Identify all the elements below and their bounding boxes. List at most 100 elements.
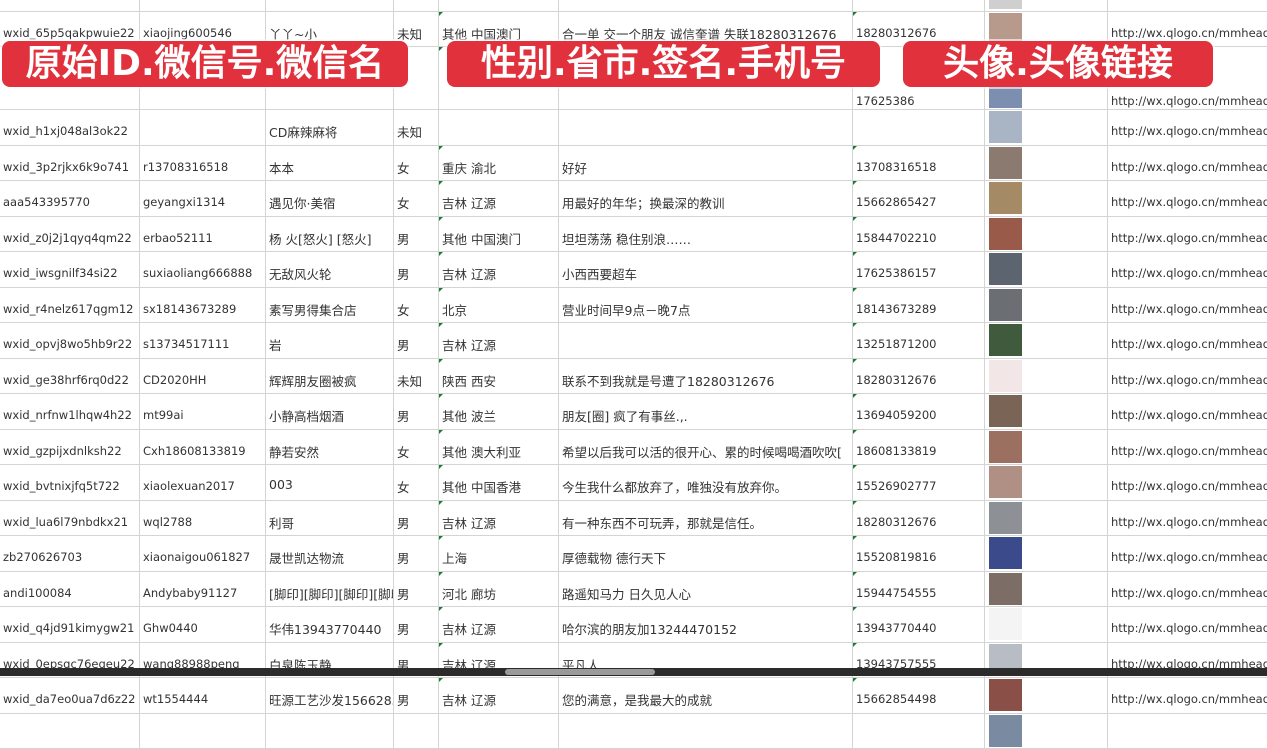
wechat-name-cell[interactable]: 003 [266, 465, 394, 500]
original-id-cell[interactable]: wxid_h1xj048al3ok22 [0, 110, 140, 145]
region-cell[interactable]: 北京 [439, 288, 559, 323]
wechat-name-cell[interactable]: 辉辉朋友圈被疯 [266, 359, 394, 394]
phone-cell[interactable]: 15520819816 [853, 536, 985, 571]
wechat-name-cell[interactable] [266, 714, 394, 749]
original-id-cell[interactable]: wxid_3p2rjkx6k9o741 [0, 146, 140, 181]
signature-cell[interactable]: 有一种东西不可玩弄，那就是信任。 [559, 501, 853, 536]
gender-cell[interactable]: 男 [394, 323, 439, 358]
phone-cell[interactable]: 13694059200 [853, 394, 985, 429]
phone-cell[interactable]: 18280312676 [853, 501, 985, 536]
wechat-number-cell[interactable]: s13734517111 [140, 323, 266, 358]
original-id-cell[interactable]: wxid_q4jd91kimygw21 [0, 607, 140, 642]
original-id-cell[interactable] [0, 0, 140, 11]
wechat-name-cell[interactable]: CD麻辣麻将 [266, 110, 394, 145]
wechat-name-cell[interactable]: 本本 [266, 146, 394, 181]
avatar-link-cell[interactable]: http://wx.qlogo.cn/mmhead [1108, 607, 1267, 642]
avatar-cell[interactable] [985, 146, 1108, 181]
phone-cell[interactable]: 15844702210 [853, 217, 985, 252]
avatar-link-cell[interactable]: http://wx.qlogo.cn/mmhead [1108, 572, 1267, 607]
gender-cell[interactable]: 男 [394, 607, 439, 642]
avatar-link-cell[interactable]: http://wx.qlogo.cn/mmhead [1108, 110, 1267, 145]
wechat-name-cell[interactable]: 遇见你·美宿 [266, 181, 394, 216]
wechat-number-cell[interactable] [140, 110, 266, 145]
avatar-link-cell[interactable]: http://wx.qlogo.cn/mmhead [1108, 501, 1267, 536]
signature-cell[interactable] [559, 0, 853, 11]
gender-cell[interactable]: 女 [394, 288, 439, 323]
gender-cell[interactable]: 未知 [394, 359, 439, 394]
gender-cell[interactable]: 女 [394, 181, 439, 216]
gender-cell[interactable]: 男 [394, 217, 439, 252]
avatar-cell[interactable] [985, 0, 1108, 11]
gender-cell[interactable]: 男 [394, 501, 439, 536]
gender-cell[interactable]: 未知 [394, 110, 439, 145]
region-cell[interactable]: 其他 澳大利亚 [439, 430, 559, 465]
avatar-link-cell[interactable]: http://wx.qlogo.cn/mmhead [1108, 465, 1267, 500]
wechat-number-cell[interactable]: erbao52111 [140, 217, 266, 252]
region-cell[interactable]: 吉林 辽源 [439, 181, 559, 216]
horizontal-scrollbar[interactable] [505, 669, 655, 675]
phone-cell[interactable]: 17625386157 [853, 252, 985, 287]
original-id-cell[interactable]: wxid_opvj8wo5hb9r22 [0, 323, 140, 358]
signature-cell[interactable]: 厚德载物 德行天下 [559, 536, 853, 571]
gender-cell[interactable] [394, 0, 439, 11]
wechat-name-cell[interactable]: 无敌风火轮 [266, 252, 394, 287]
avatar-cell[interactable] [985, 572, 1108, 607]
phone-cell[interactable]: 18143673289 [853, 288, 985, 323]
avatar-cell[interactable] [985, 465, 1108, 500]
signature-cell[interactable]: 希望以后我可以活的很开心、累的时候喝喝酒吹吹[ [559, 430, 853, 465]
original-id-cell[interactable]: wxid_r4nelz617qgm12 [0, 288, 140, 323]
wechat-name-cell[interactable]: 岩 [266, 323, 394, 358]
wechat-name-cell[interactable] [266, 0, 394, 11]
signature-cell[interactable]: 朋友[圈] 疯了有事丝.,. [559, 394, 853, 429]
original-id-cell[interactable]: andi100084 [0, 572, 140, 607]
signature-cell[interactable]: 今生我什么都放弃了，唯独没有放弃你。 [559, 465, 853, 500]
gender-cell[interactable]: 男 [394, 536, 439, 571]
wechat-name-cell[interactable]: 静若安然 [266, 430, 394, 465]
region-cell[interactable] [439, 110, 559, 145]
signature-cell[interactable] [559, 110, 853, 145]
wechat-number-cell[interactable]: wt1554444 [140, 678, 266, 713]
wechat-number-cell[interactable]: xiaonaigou061827 [140, 536, 266, 571]
original-id-cell[interactable]: wxid_bvtnixjfq5t722 [0, 465, 140, 500]
avatar-link-cell[interactable]: http://wx.qlogo.cn/mmhead [1108, 430, 1267, 465]
avatar-link-cell[interactable] [1108, 714, 1267, 749]
region-cell[interactable]: 重庆 渝北 [439, 146, 559, 181]
wechat-number-cell[interactable]: geyangxi1314 [140, 181, 266, 216]
wechat-name-cell[interactable]: 素写男得集合店 [266, 288, 394, 323]
wechat-number-cell[interactable]: suxiaoliang666888 [140, 252, 266, 287]
signature-cell[interactable]: 营业时间早9点－晚7点 [559, 288, 853, 323]
gender-cell[interactable]: 女 [394, 430, 439, 465]
phone-cell[interactable]: 13251871200 [853, 323, 985, 358]
gender-cell[interactable] [394, 714, 439, 749]
signature-cell[interactable]: 您的满意，是我最大的成就 [559, 678, 853, 713]
avatar-link-cell[interactable]: http://wx.qlogo.cn/mmhead [1108, 359, 1267, 394]
avatar-link-cell[interactable]: http://wx.qlogo.cn/mmhead [1108, 217, 1267, 252]
avatar-cell[interactable] [985, 252, 1108, 287]
avatar-cell[interactable] [985, 607, 1108, 642]
wechat-number-cell[interactable]: mt99ai [140, 394, 266, 429]
phone-cell[interactable]: 15526902777 [853, 465, 985, 500]
original-id-cell[interactable]: wxid_ge38hrf6rq0d22 [0, 359, 140, 394]
wechat-number-cell[interactable]: xiaolexuan2017 [140, 465, 266, 500]
avatar-link-cell[interactable]: http://wx.qlogo.cn/mmhead [1108, 146, 1267, 181]
signature-cell[interactable]: 好好 [559, 146, 853, 181]
wechat-name-cell[interactable]: [脚印][脚印][脚印][脚印] [266, 572, 394, 607]
phone-cell[interactable]: 15662865427 [853, 181, 985, 216]
region-cell[interactable]: 其他 中国澳门 [439, 217, 559, 252]
phone-cell[interactable] [853, 110, 985, 145]
avatar-cell[interactable] [985, 430, 1108, 465]
signature-cell[interactable] [559, 714, 853, 749]
wechat-number-cell[interactable]: Andybaby91127 [140, 572, 266, 607]
wechat-number-cell[interactable]: sx18143673289 [140, 288, 266, 323]
wechat-number-cell[interactable] [140, 714, 266, 749]
phone-cell[interactable] [853, 714, 985, 749]
avatar-cell[interactable] [985, 714, 1108, 749]
region-cell[interactable] [439, 0, 559, 11]
gender-cell[interactable]: 男 [394, 252, 439, 287]
original-id-cell[interactable]: wxid_nrfnw1lhqw4h22 [0, 394, 140, 429]
avatar-link-cell[interactable]: http://wx.qlogo.cn/mmhead [1108, 252, 1267, 287]
gender-cell[interactable]: 女 [394, 146, 439, 181]
phone-cell[interactable] [853, 0, 985, 11]
original-id-cell[interactable]: zb270626703 [0, 536, 140, 571]
original-id-cell[interactable] [0, 714, 140, 749]
